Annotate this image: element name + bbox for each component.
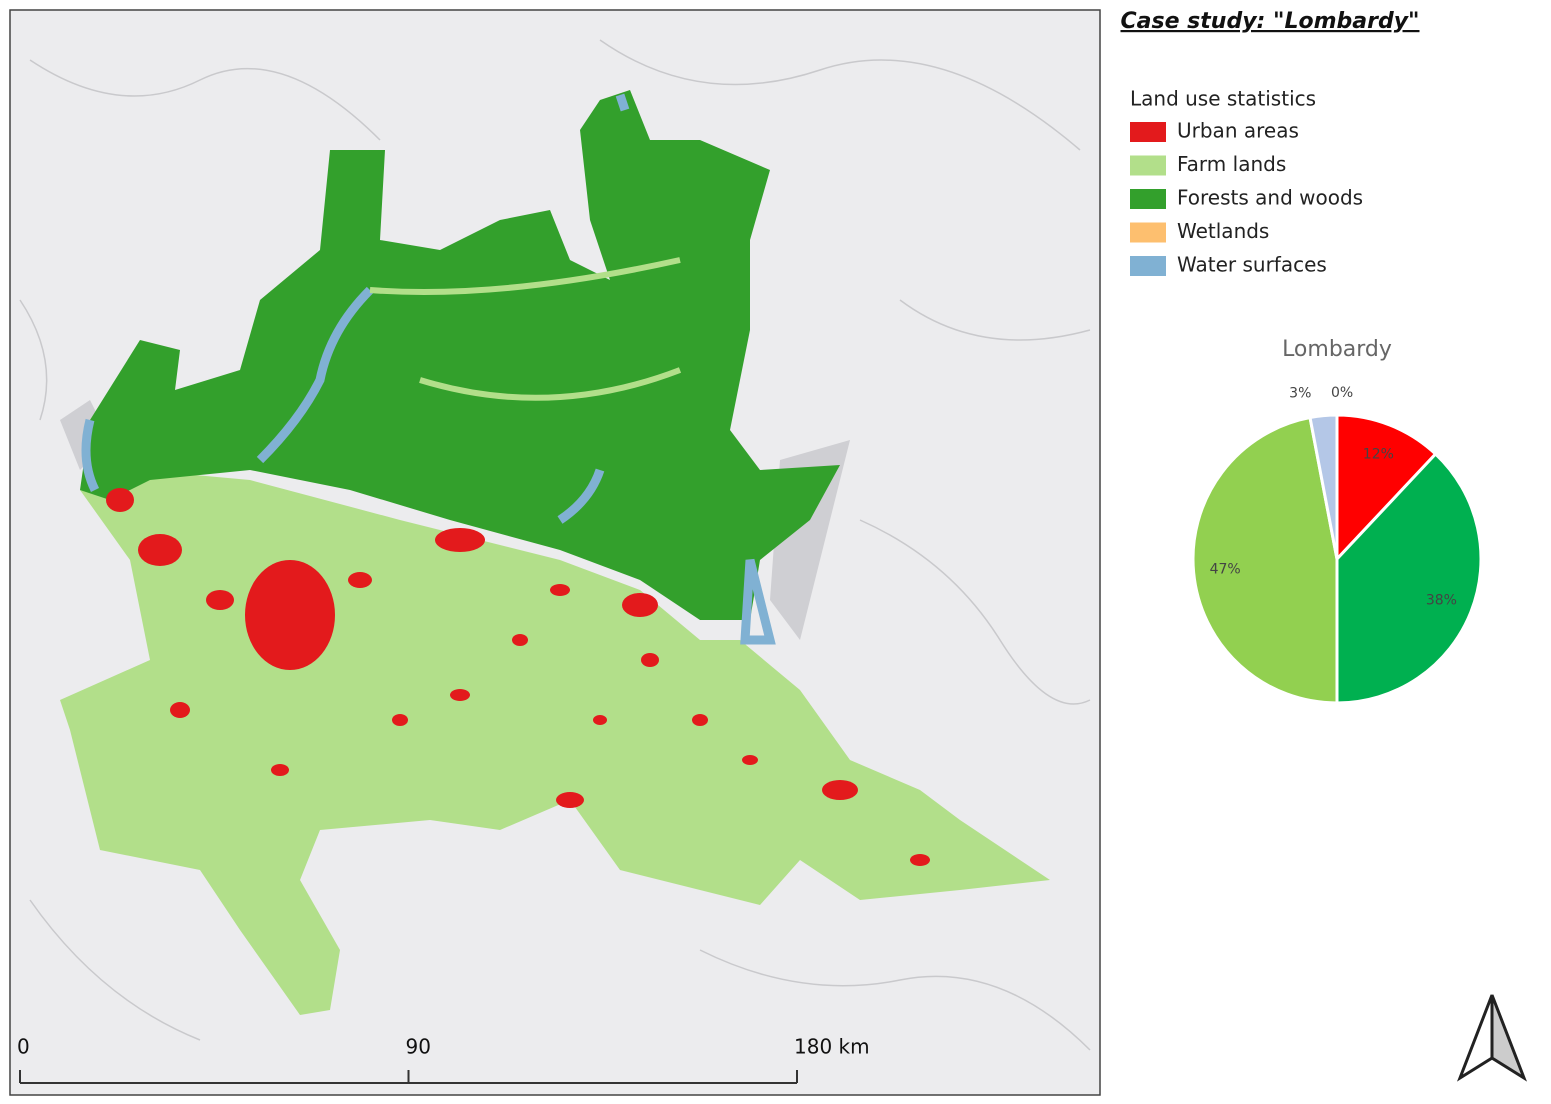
- legend-label: Forests and woods: [1177, 186, 1363, 210]
- urban-areas: [106, 488, 930, 866]
- pie-label: 38%: [1426, 592, 1457, 608]
- scale-bar: 0 90 180 km: [17, 1035, 870, 1084]
- pie-chart: 12% 38% 47% 3% 0%: [1191, 385, 1483, 705]
- forest-area: [80, 90, 840, 620]
- legend-swatch: [1130, 189, 1166, 209]
- legend-label: Urban areas: [1177, 119, 1299, 143]
- legend-swatch: [1130, 155, 1166, 176]
- legend: Urban areas Farm lands Forests and woods We…: [1130, 119, 1363, 277]
- pie-title: Lombardy: [1282, 337, 1392, 362]
- legend-swatch: [1130, 256, 1166, 276]
- legend-label: Wetlands: [1177, 219, 1269, 243]
- lakes: [81, 93, 776, 645]
- pie-label: 3%: [1289, 386, 1311, 402]
- scale-label: 0: [17, 1035, 30, 1059]
- legend-swatch: [1130, 222, 1166, 243]
- north-arrow: [1456, 994, 1528, 1082]
- scale-label: 180 km: [794, 1035, 870, 1059]
- pie-slice: [1335, 451, 1483, 705]
- title: Case study: "Lombardy": [1121, 9, 1420, 34]
- pie-slice: [1335, 413, 1438, 563]
- legend-title: Land use statistics: [1130, 87, 1316, 111]
- legend-label: Water surfaces: [1177, 253, 1327, 277]
- legend-swatch: [1130, 122, 1166, 142]
- valleys: [369, 257, 682, 401]
- pie-slice: [1191, 415, 1339, 705]
- map: 0 90 180 km: [9, 9, 1101, 1096]
- legend-label: Farm lands: [1177, 152, 1286, 176]
- pie-label: 12%: [1363, 447, 1394, 463]
- pie-label: 0%: [1331, 385, 1353, 401]
- background-borders: [19, 39, 1091, 1051]
- scale-label: 90: [406, 1035, 431, 1059]
- pie-label: 47%: [1210, 562, 1241, 578]
